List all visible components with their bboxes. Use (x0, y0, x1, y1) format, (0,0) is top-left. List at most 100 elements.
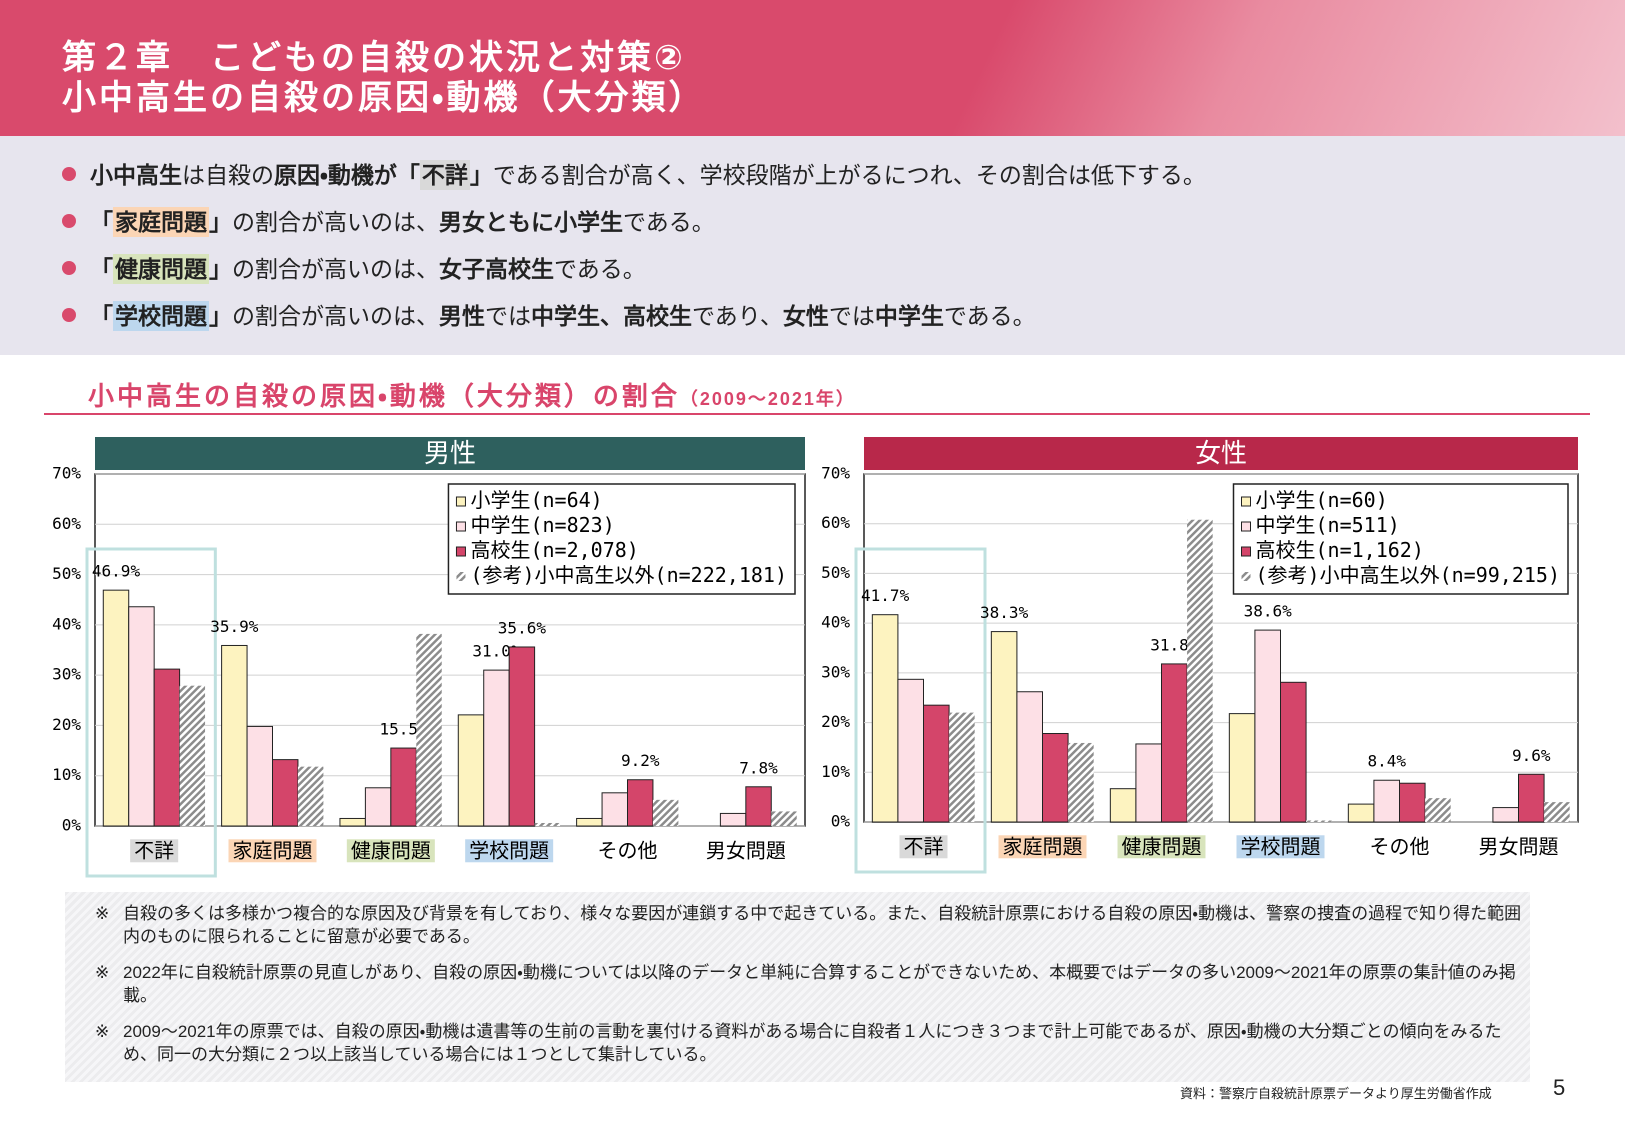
bar (457, 714, 485, 827)
bar (601, 792, 629, 827)
x-tick-label: 学校問題 (1241, 835, 1321, 858)
section-rule (44, 413, 1590, 415)
bullet-text: 小中高生 (90, 162, 182, 188)
bar (483, 669, 510, 827)
section-title-text: 小中高生の自殺の原因・動機（大分類）の割合 (88, 381, 680, 411)
y-tick-label: 20% (821, 712, 850, 731)
legend-label: 中学生(n=511) (1256, 513, 1400, 537)
note-text: 2022年に自殺統計原票の見直しがあり、自殺の原因・動機については以降のデータと… (123, 963, 1516, 1005)
bar (1544, 802, 1570, 822)
x-tick-label: 健康問題 (1122, 835, 1202, 858)
bar (949, 712, 975, 822)
y-tick-label: 30% (52, 665, 81, 684)
y-tick-label: 70% (52, 464, 81, 483)
x-tick-label: 家庭問題 (1003, 835, 1083, 858)
x-tick-label: 男女問題 (1479, 835, 1559, 858)
bullet-text: 」 (469, 162, 493, 188)
x-tick-label: 家庭問題 (233, 839, 313, 862)
legend-swatch (456, 572, 466, 581)
bullet-text: では (828, 303, 875, 329)
y-tick-label: 40% (821, 613, 850, 632)
category-highlight (998, 835, 1087, 859)
bar (416, 633, 442, 826)
value-label: 38.3% (980, 603, 1029, 622)
bar (221, 644, 248, 827)
bar (1187, 519, 1213, 822)
value-label: 15.5% (379, 720, 428, 739)
value-label: 8.4% (1367, 752, 1406, 771)
legend-swatch (1241, 496, 1251, 507)
bar (1109, 788, 1137, 823)
chart-banner (864, 437, 1578, 470)
bar (1254, 629, 1282, 823)
value-label: 46.9% (92, 562, 141, 581)
y-tick-label: 50% (821, 563, 850, 582)
bar (1016, 691, 1043, 823)
bullet: 「家庭問題」の割合が高いのは、男女ともに小学生である。 (62, 203, 715, 237)
bar (1399, 782, 1426, 823)
bullet-text: 「 (90, 209, 113, 235)
y-tick-label: 10% (821, 762, 850, 781)
note-symbol: ※ (95, 904, 110, 923)
legend-box (447, 483, 796, 595)
note-text: 2009～2021年の原票では、自殺の原因・動機は遺書等の生前の言動を裏付ける資… (123, 1022, 1502, 1064)
bar (364, 787, 392, 827)
x-tick-label: 健康問題 (351, 839, 431, 862)
y-tick-label: 60% (821, 513, 850, 532)
header-title: 第２章 こどもの自殺の状況と対策② (62, 39, 686, 77)
legend-swatch (455, 546, 466, 557)
bullet: 「学校問題」の割合が高いのは、男性では中学生、高校生であり、女性では中学生である… (62, 297, 1036, 331)
x-tick-label: 男女問題 (706, 839, 786, 862)
bullet-text: 学校問題 (113, 301, 209, 331)
bullet-text: である。 (623, 209, 715, 235)
bullet: 「健康問題」の割合が高いのは、女子高校生である。 (62, 250, 646, 284)
x-tick-label: 不詳 (904, 835, 944, 858)
bar (652, 799, 679, 826)
bullet-list: 小中高生は自殺の原因・動機が「不詳」である割合が高く、学校段階が上がるにつれ、そ… (0, 136, 1625, 355)
bar (153, 668, 181, 827)
bullet-dot (62, 261, 76, 275)
legend: 小学生(n=64)中学生(n=823)高校生(n=2,078)(参考)小中高生以… (447, 483, 796, 595)
value-label: 9.2% (621, 751, 660, 770)
value-label: 7.8% (739, 758, 778, 777)
category-highlight (1236, 835, 1325, 859)
bar (1135, 743, 1163, 823)
bullet-text: の割合が高いのは、 (232, 209, 439, 235)
bullet-text: の割合が高いのは、 (232, 256, 439, 282)
header-title: 小中高生の自殺の原因・動機（大分類） (62, 79, 706, 117)
bar (390, 747, 417, 827)
bullet-text: 男性 (439, 303, 485, 329)
highlight-frame (854, 547, 987, 874)
notes: ※ 自殺の多くは多様かつ複合的な原因及び背景を有しており、様々な要因が連鎖する中で… (65, 892, 1530, 1082)
legend: 小学生(n=60)中学生(n=511)高校生(n=1,162)(参考)小中高生以… (1232, 483, 1569, 595)
value-label: 35.6% (498, 618, 547, 637)
bar (627, 779, 654, 827)
header: 第２章 こどもの自殺の状況と対策② 小中高生の自殺の原因・動機（大分類） (0, 0, 1625, 136)
y-tick-label: 70% (821, 464, 850, 483)
y-tick-label: 20% (52, 715, 81, 734)
note-symbol: ※ (95, 963, 110, 982)
bullet-text: 健康問題 (113, 254, 209, 284)
bullet: 小中高生は自殺の原因・動機が「不詳」である割合が高く、学校段階が上がるにつれ、そ… (62, 156, 1206, 190)
legend-label: 高校生(n=1,162) (1256, 538, 1424, 562)
value-label: 9.6% (1512, 746, 1551, 765)
page-number: 5 (1553, 1075, 1566, 1100)
bar (1518, 773, 1545, 823)
legend-swatch (1241, 521, 1251, 532)
note: ※ 2022年に自殺統計原票の見直しがあり、自殺の原因・動機については以降のデータ… (95, 961, 1523, 1007)
bar (1373, 779, 1401, 823)
bullet-text: 不詳 (419, 160, 470, 190)
bullet-text: 」 (209, 209, 232, 235)
bullet-text: 」 (209, 256, 232, 282)
legend-swatch (1241, 572, 1251, 581)
x-tick-label: その他 (598, 839, 658, 862)
bar (745, 786, 772, 827)
y-tick-label: 60% (52, 514, 81, 533)
bar (179, 685, 206, 826)
value-label: 41.7% (861, 586, 910, 605)
bar (719, 812, 747, 827)
y-tick-label: 0% (62, 816, 82, 835)
legend-swatch (455, 496, 466, 507)
